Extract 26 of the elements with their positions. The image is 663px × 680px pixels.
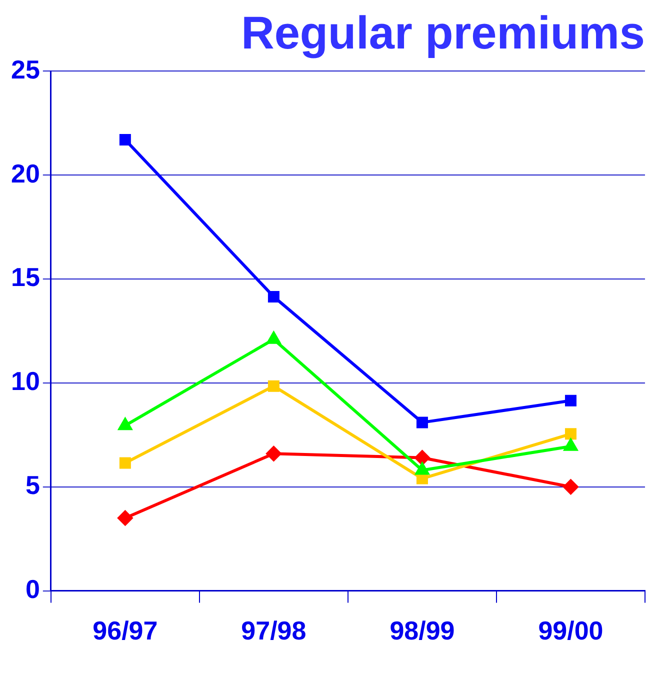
point <box>267 332 280 344</box>
y-tick-label: 25 <box>11 54 40 84</box>
point <box>564 394 576 406</box>
y-tick-label: 15 <box>11 262 40 292</box>
y-tick-label: 10 <box>11 366 40 396</box>
point <box>564 428 576 440</box>
point <box>563 479 578 494</box>
point <box>564 438 578 451</box>
point <box>119 134 131 146</box>
point <box>416 416 428 428</box>
y-tick-label: 0 <box>25 574 40 604</box>
point <box>268 290 280 302</box>
x-tick-label: 96/97 <box>92 616 158 646</box>
point <box>268 380 280 392</box>
point <box>266 446 282 462</box>
point <box>416 462 429 475</box>
point <box>119 457 131 469</box>
chart-title: Regular premiums <box>241 6 645 58</box>
point <box>118 418 132 430</box>
y-tick-label: 5 <box>25 470 40 500</box>
point <box>414 450 430 466</box>
point <box>118 510 133 526</box>
x-tick-label: 99/00 <box>538 616 604 646</box>
x-tick-label: 97/98 <box>241 616 306 646</box>
x-tick-label: 98/99 <box>390 616 455 646</box>
y-tick-label: 20 <box>11 158 40 188</box>
